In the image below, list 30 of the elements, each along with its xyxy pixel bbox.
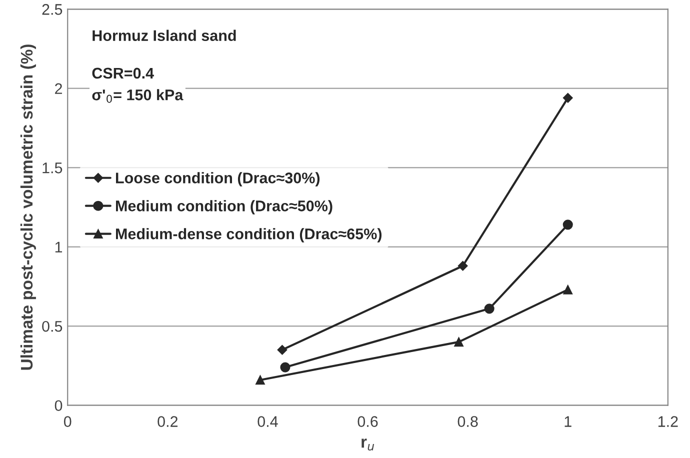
point	[458, 260, 468, 271]
x-tick-label: 0.6	[358, 416, 378, 427]
legend-label: Loose condition (Drac≈30%)	[116, 172, 320, 186]
y-tick-label: 0	[54, 400, 62, 412]
point	[563, 284, 573, 294]
legend-label: Medium condition (Drac≈50%)	[116, 200, 332, 214]
x-tick-label: 0.2	[158, 416, 178, 427]
annotation: Hormuz Island sand	[92, 30, 236, 41]
x-tick-label: 0	[64, 416, 72, 427]
point	[277, 344, 288, 355]
y-tick-label: 2	[55, 83, 62, 94]
point	[256, 375, 265, 385]
x-tick-label: 1	[564, 416, 572, 427]
x-tick-label: 0.4	[258, 416, 278, 427]
y-tick-label: 1	[55, 242, 62, 252]
point	[280, 362, 290, 372]
x-tick-label: 1.2	[658, 416, 678, 427]
y-tick-label: 1.5	[42, 162, 62, 174]
point	[562, 92, 573, 103]
y-tick-label: 2.5	[42, 4, 62, 15]
annotation: σ'$_{0}$= 150 kPa	[92, 89, 184, 103]
x-tick-label: 0.8	[458, 416, 478, 427]
point	[484, 304, 494, 314]
y-tick-label: 0.5	[42, 320, 62, 332]
legend-label: Medium-dense condition (Drac≈65%)	[116, 228, 382, 242]
annotation: CSR=0.4	[92, 68, 154, 79]
y-axis-title: Ultimate post-cyclic volumetric strain (%)	[20, 44, 36, 370]
x-axis-title: r$_{u}$	[362, 438, 374, 450]
point	[454, 337, 464, 347]
point	[562, 220, 573, 230]
